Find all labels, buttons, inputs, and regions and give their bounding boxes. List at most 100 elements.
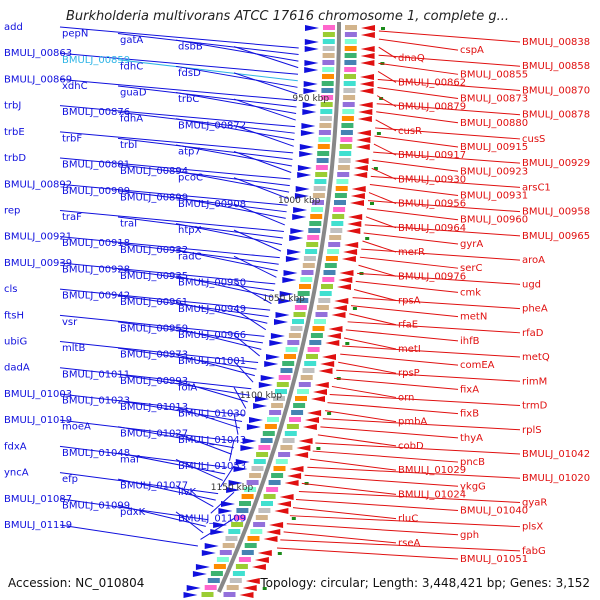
left-gene-label: BMULJ_00932 [120, 245, 188, 256]
left-gene-label: xdhC [62, 81, 88, 92]
right-connector-line [365, 216, 397, 229]
reverse-gene-arrow [355, 144, 370, 150]
right-gene-label: fixB [460, 409, 479, 420]
right-gene-label: pheA [522, 304, 548, 315]
feature-block-left [322, 32, 335, 37]
right-connector-line [317, 434, 397, 447]
forward-gene-arrow [304, 60, 319, 66]
feature-block-left [303, 256, 316, 261]
right-connector-line [368, 192, 397, 205]
left-connector-line [117, 59, 298, 82]
right-gene-label: BMULJ_00930 [398, 174, 466, 185]
right-gene-label: BMULJ_00880 [460, 118, 528, 129]
left-connector-line [175, 459, 224, 481]
right-gene-label: rfaD [522, 328, 544, 339]
feature-block-left [225, 536, 238, 541]
feature-block-left [319, 116, 332, 121]
forward-gene-arrow [287, 249, 302, 255]
left-connector-line [200, 518, 235, 540]
left-connector-line [175, 380, 248, 403]
right-gene-label: BMULJ_00879 [398, 102, 466, 113]
right-gene-label: BMULJ_00917 [398, 150, 466, 161]
left-connector-line [175, 223, 282, 246]
right-gene-label: metN [460, 312, 487, 323]
left-gene-label: mltB [62, 343, 85, 354]
left-gene-label: BMULJ_00942 [62, 291, 130, 302]
left-connector-line [175, 65, 298, 88]
reverse-gene-arrow [313, 389, 327, 395]
left-gene-label: BMULJ_00939 [4, 258, 72, 269]
left-gene-label: pdxK [120, 507, 146, 518]
left-connector-line [175, 301, 268, 324]
reverse-gene-arrow [360, 74, 374, 80]
left-gene-label: BMULJ_01003 [4, 389, 72, 400]
left-connector-line [233, 124, 294, 147]
left-gene-label: rep [4, 205, 20, 216]
left-gene-label: BMULJ_00918 [62, 238, 130, 249]
right-connector-line [369, 183, 459, 196]
left-gene-label: BMULJ_01001 [178, 356, 246, 367]
left-gene-label: ubiG [4, 337, 27, 348]
feature-block-left [294, 305, 307, 310]
feature-block-left [290, 326, 303, 331]
left-connector-line [175, 485, 214, 508]
feature-block-right [310, 333, 323, 338]
backbone-arc [217, 22, 341, 593]
left-connector-line [233, 360, 254, 383]
forward-gene-arrow [303, 81, 318, 87]
feature-block-left [322, 39, 335, 44]
feature-block-left [236, 508, 249, 513]
left-connector-line [59, 445, 228, 468]
feature-block-left [258, 445, 271, 450]
left-connector-line [117, 426, 234, 449]
right-connector-line [367, 200, 521, 213]
left-gene-label: ftsH [4, 310, 24, 321]
left-gene-label: BMULJ_00872 [178, 120, 246, 131]
reverse-gene-arrow [344, 242, 359, 248]
feature-block-left [311, 207, 324, 212]
right-gene-label: aroA [522, 255, 545, 266]
feature-block-right [334, 200, 346, 205]
feature-block-left [319, 123, 332, 128]
right-connector-line [283, 531, 397, 544]
feature-block-left [321, 88, 334, 93]
feature-block-right [344, 60, 357, 65]
feature-block-right [282, 438, 295, 443]
feature-block-left [322, 74, 334, 79]
reverse-gene-arrow [358, 102, 373, 108]
feature-block-right [255, 515, 268, 520]
left-connector-line [117, 111, 295, 134]
left-connector-line [233, 203, 285, 226]
right-gene-label: trmD [522, 401, 548, 412]
feature-block-right [335, 186, 348, 191]
right-gene-label: pncB [460, 457, 485, 468]
feature-block-right [309, 340, 322, 345]
feature-block-right [341, 123, 354, 128]
reverse-gene-arrow [318, 368, 333, 374]
left-gene-label: gatA [120, 35, 143, 46]
right-gene-label: BMULJ_00923 [460, 166, 528, 177]
feature-block-right [340, 137, 353, 142]
right-connector-line [357, 272, 521, 285]
feature-block-left [244, 487, 257, 492]
kbp-tick-label: 1000 kbp [278, 196, 321, 206]
feature-block-right [323, 270, 336, 275]
forward-gene-arrow [226, 487, 241, 493]
feature-block-left [271, 403, 284, 408]
feature-block-right [345, 25, 357, 30]
feature-block-right [322, 277, 335, 282]
forward-gene-arrow [290, 228, 305, 234]
left-gene-label: fdhC [120, 61, 143, 72]
feature-block-left [308, 228, 321, 233]
feature-block-left [316, 158, 329, 163]
left-connector-line [233, 308, 267, 331]
left-connector-line [210, 491, 235, 514]
left-gene-label: trbE [4, 127, 25, 138]
feature-block-left [292, 319, 304, 324]
feature-block-right [297, 389, 309, 394]
forward-gene-arrow [218, 508, 233, 514]
left-gene-label: BMULJ_00859 [62, 55, 130, 66]
feature-block-right [298, 382, 311, 387]
right-gene-label: BMULJ_00929 [522, 158, 590, 169]
